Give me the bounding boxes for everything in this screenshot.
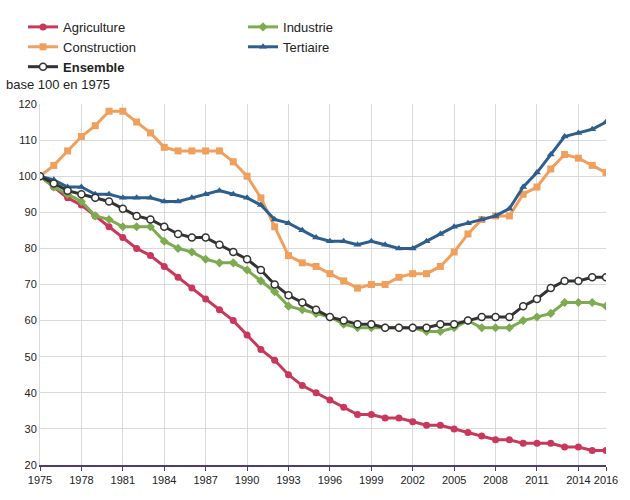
svg-text:2002: 2002: [400, 474, 424, 486]
svg-text:1993: 1993: [276, 474, 300, 486]
svg-text:2011: 2011: [525, 474, 549, 486]
svg-text:110: 110: [19, 134, 37, 146]
svg-text:2016: 2016: [594, 474, 618, 486]
svg-text:base 100 en 1975: base 100 en 1975: [6, 77, 110, 92]
svg-text:Tertiaire: Tertiaire: [283, 40, 329, 55]
svg-text:90: 90: [25, 206, 37, 218]
svg-text:Ensemble: Ensemble: [63, 60, 124, 75]
svg-text:1978: 1978: [69, 474, 93, 486]
svg-text:2008: 2008: [483, 474, 507, 486]
svg-text:1975: 1975: [28, 474, 52, 486]
svg-text:1984: 1984: [152, 474, 176, 486]
svg-text:1987: 1987: [193, 474, 217, 486]
svg-text:80: 80: [25, 242, 37, 254]
svg-text:60: 60: [25, 314, 37, 326]
svg-text:1990: 1990: [235, 474, 259, 486]
svg-text:1999: 1999: [359, 474, 383, 486]
svg-text:Agriculture: Agriculture: [63, 20, 125, 35]
svg-text:2014: 2014: [566, 474, 590, 486]
svg-text:100: 100: [18, 170, 36, 182]
svg-text:20: 20: [25, 459, 37, 471]
svg-text:Construction: Construction: [63, 40, 136, 55]
svg-text:1996: 1996: [318, 474, 342, 486]
svg-text:50: 50: [25, 351, 37, 363]
svg-text:40: 40: [25, 387, 37, 399]
svg-text:70: 70: [25, 278, 37, 290]
svg-text:Industrie: Industrie: [283, 20, 333, 35]
svg-text:1981: 1981: [111, 474, 135, 486]
svg-text:120: 120: [18, 98, 36, 110]
svg-text:30: 30: [25, 423, 37, 435]
svg-text:2005: 2005: [442, 474, 466, 486]
